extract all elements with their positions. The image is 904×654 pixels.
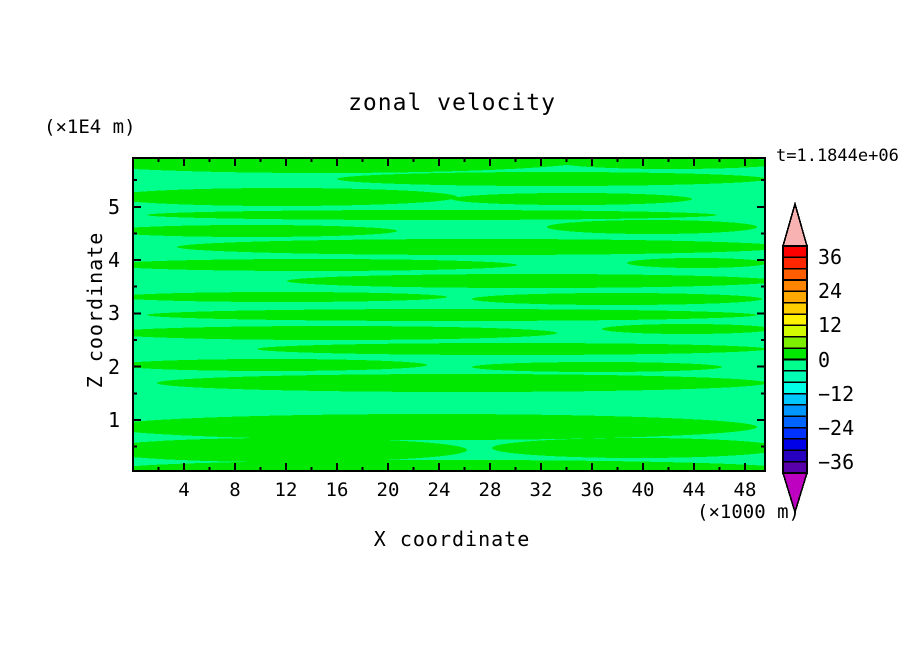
- x-axis-unit-label: (×1000 m): [697, 501, 800, 523]
- y-tick-label: 1: [107, 408, 120, 432]
- x-tick-label: 28: [478, 479, 502, 501]
- colorbar-cell: [782, 392, 808, 406]
- colorbar-cell: [782, 415, 808, 429]
- colorbar-cell: [782, 267, 808, 281]
- colorbar-cell: [782, 336, 808, 349]
- colorbar-cell: [782, 358, 808, 372]
- colorbar-cell: [782, 313, 808, 327]
- colorbar-cell: [782, 279, 808, 293]
- x-tick-label: 20: [376, 479, 400, 501]
- colorbar-tick-label: 36: [818, 245, 843, 269]
- colorbar: [781, 201, 809, 515]
- colorbar-tick-label: 24: [818, 279, 843, 303]
- colorbar-tick-label: −12: [818, 382, 855, 406]
- colorbar-tick-label: 0: [818, 348, 831, 372]
- field-contour-streaks: [132, 157, 766, 472]
- y-tick-label: 5: [107, 195, 120, 219]
- colorbar-cell: [782, 404, 808, 418]
- colorbar-over-arrow: [781, 201, 809, 247]
- y-tick-label: 3: [107, 301, 120, 325]
- colorbar-cell: [782, 438, 808, 452]
- x-tick-label: 40: [631, 479, 655, 501]
- colorbar-cell: [782, 460, 808, 474]
- colorbar-tick-label: −24: [818, 416, 855, 440]
- time-annotation: t=1.1844e+06: [776, 146, 899, 166]
- colorbar-cell: [782, 426, 808, 440]
- colorbar-cell: [782, 381, 808, 395]
- x-tick-label: 32: [529, 479, 553, 501]
- y-axis-title: Z coordinate: [83, 231, 107, 389]
- colorbar-cell: [782, 301, 808, 315]
- x-tick-label: 48: [733, 479, 757, 501]
- colorbar-cell: [782, 449, 808, 463]
- colorbar-tick-label: −36: [818, 450, 855, 474]
- colorbar-under-arrow: [781, 472, 809, 515]
- x-tick-label: 8: [229, 479, 241, 501]
- x-tick-label: 44: [682, 479, 706, 501]
- colorbar-cell: [782, 290, 808, 304]
- x-tick-label: 12: [274, 479, 298, 501]
- plot-area: [132, 157, 766, 472]
- axis-tick-marks: [132, 157, 766, 472]
- x-tick-label: 36: [580, 479, 604, 501]
- chart-title: zonal velocity: [348, 90, 556, 116]
- x-axis-title: X coordinate: [373, 527, 531, 551]
- plot-frame: [132, 157, 766, 472]
- x-tick-label: 4: [178, 479, 190, 501]
- x-tick-label: 16: [325, 479, 349, 501]
- y-axis-unit-label: (×1E4 m): [44, 116, 136, 138]
- colorbar-cell: [782, 347, 808, 361]
- colorbar-cell: [782, 256, 808, 270]
- colorbar-cell: [782, 324, 808, 338]
- colorbar-tick-label: 12: [818, 313, 843, 337]
- colorbar-cell: [782, 245, 808, 259]
- x-tick-label: 24: [427, 479, 451, 501]
- colorbar-cell: [782, 370, 808, 384]
- y-tick-label: 4: [107, 248, 120, 272]
- y-tick-label: 2: [107, 355, 120, 379]
